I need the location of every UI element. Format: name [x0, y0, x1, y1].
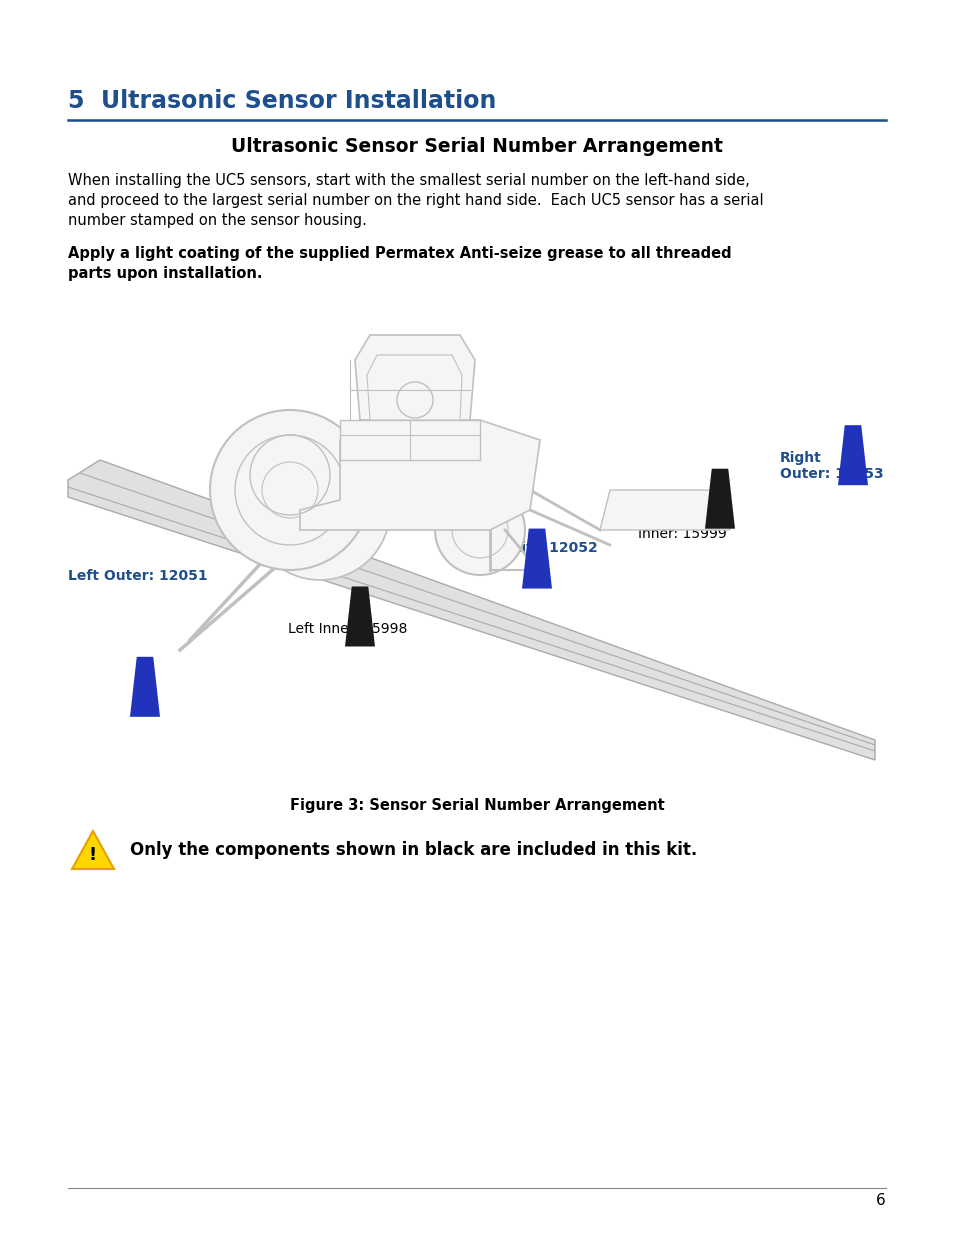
Circle shape	[210, 410, 370, 571]
Polygon shape	[71, 831, 113, 869]
Polygon shape	[367, 354, 461, 420]
Text: Left Outer: 12051: Left Outer: 12051	[68, 569, 208, 583]
Text: Figure 3: Sensor Serial Number Arrangement: Figure 3: Sensor Serial Number Arrangeme…	[290, 798, 663, 813]
Circle shape	[250, 440, 390, 580]
Circle shape	[435, 485, 524, 576]
Polygon shape	[599, 490, 729, 530]
Polygon shape	[355, 335, 475, 420]
Text: number stamped on the sensor housing.: number stamped on the sensor housing.	[68, 212, 367, 228]
Text: Ultrasonic Sensor Serial Number Arrangement: Ultrasonic Sensor Serial Number Arrangem…	[231, 137, 722, 156]
Polygon shape	[521, 529, 552, 589]
Polygon shape	[68, 459, 874, 760]
Text: Outer: 12053: Outer: 12053	[780, 467, 882, 480]
Circle shape	[262, 462, 317, 517]
Text: and proceed to the largest serial number on the right hand side.  Each UC5 senso: and proceed to the largest serial number…	[68, 193, 762, 207]
Text: !: !	[89, 846, 97, 864]
Polygon shape	[299, 420, 539, 530]
Polygon shape	[130, 657, 160, 716]
Text: Main Lift: 12052: Main Lift: 12052	[470, 541, 598, 555]
Text: Left Inner: 15998: Left Inner: 15998	[288, 622, 407, 636]
Text: 5  Ultrasonic Sensor Installation: 5 Ultrasonic Sensor Installation	[68, 89, 496, 112]
Polygon shape	[704, 469, 734, 529]
Text: Right: Right	[638, 511, 674, 525]
Polygon shape	[339, 420, 479, 459]
Text: Right: Right	[780, 451, 821, 466]
Polygon shape	[837, 425, 867, 485]
Polygon shape	[345, 587, 375, 646]
Text: 6: 6	[876, 1193, 885, 1208]
Circle shape	[234, 435, 345, 545]
Text: Inner: 15999: Inner: 15999	[638, 527, 726, 541]
Text: Apply a light coating of the supplied Permatex Anti-seize grease to all threaded: Apply a light coating of the supplied Pe…	[68, 246, 731, 261]
Text: Only the components shown in black are included in this kit.: Only the components shown in black are i…	[130, 841, 697, 860]
Circle shape	[452, 501, 507, 558]
Text: parts upon installation.: parts upon installation.	[68, 266, 262, 282]
Text: When installing the UC5 sensors, start with the smallest serial number on the le: When installing the UC5 sensors, start w…	[68, 173, 749, 188]
